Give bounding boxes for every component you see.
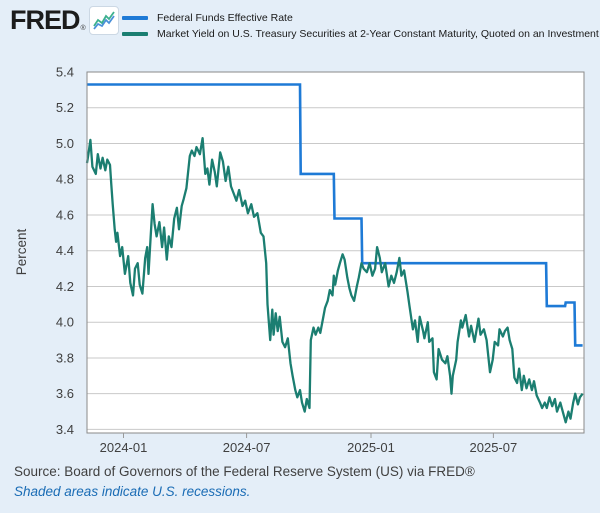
footer: Source: Board of Governors of the Federa… — [14, 464, 594, 501]
registered-trademark: ® — [80, 25, 86, 32]
plot-border — [86, 71, 585, 434]
legend-label-treasury-2y: Market Yield on U.S. Treasury Securities… — [157, 28, 600, 40]
recession-note-link[interactable]: Shaded areas indicate U.S. recessions. — [14, 484, 251, 499]
y-tick-label: 5.0 — [56, 136, 74, 151]
legend-label-effr: Federal Funds Effective Rate — [157, 12, 293, 24]
fred-logo[interactable]: FRED ® — [10, 6, 119, 35]
fred-logo-text: FRED — [10, 5, 80, 35]
y-axis-title: Percent — [14, 228, 29, 275]
y-tick-label: 4.6 — [56, 207, 74, 222]
chart-legend: Federal Funds Effective Rate Market Yiel… — [122, 10, 600, 42]
y-tick-label: 4.2 — [56, 279, 74, 294]
fred-chart-icon — [88, 6, 119, 35]
y-tick-label: 4.4 — [56, 243, 74, 258]
x-tick-label: 2025-01 — [347, 440, 395, 455]
source-attribution: Source: Board of Governors of the Federa… — [14, 464, 475, 479]
x-tick-label: 2024-07 — [223, 440, 271, 455]
treasury-series-line — [85, 136, 584, 424]
x-tick-label: 2024-01 — [100, 440, 148, 455]
y-tick-label: 3.4 — [56, 422, 74, 437]
y-tick-label: 5.4 — [56, 65, 74, 80]
legend-item-treasury-2y: Market Yield on U.S. Treasury Securities… — [122, 26, 600, 42]
legend-item-effr: Federal Funds Effective Rate — [122, 10, 600, 26]
treasury-2y-line-swatch — [122, 32, 148, 36]
y-tick-label: 3.8 — [56, 350, 74, 365]
rate-chart: 5.4 5.2 5.0 4.8 4.6 4.4 4.2 4.0 3.8 3.6 3.4 2024-01… — [14, 65, 585, 455]
header: FRED ® Federal Funds Effective Rate Mark… — [0, 0, 600, 56]
y-tick-label: 3.6 — [56, 386, 74, 401]
y-tick-label: 5.2 — [56, 100, 74, 115]
plot-background — [87, 72, 584, 433]
effr-line-swatch — [122, 16, 148, 20]
y-tick-label: 4.0 — [56, 315, 74, 330]
y-tick-label: 4.8 — [56, 172, 74, 187]
effr-series-line — [87, 83, 583, 347]
x-tick-label: 2025-07 — [470, 440, 518, 455]
